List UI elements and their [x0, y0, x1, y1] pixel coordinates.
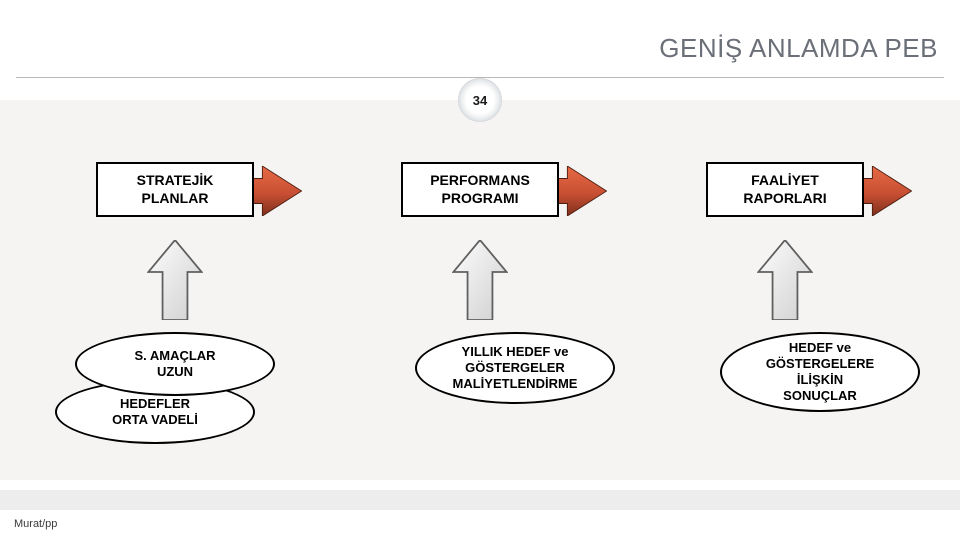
arrow-up-icon	[452, 240, 508, 320]
column-2: PERFORMANSPROGRAMI YILLIK HEDEF veGÖSTER…	[345, 100, 615, 480]
ellipse-label: HEDEFLERORTA VADELİ	[112, 396, 198, 429]
box-label: FAALİYETRAPORLARI	[743, 172, 826, 207]
title-bar: GENİŞ ANLAMDA PEB	[16, 18, 944, 78]
footer-bar	[0, 490, 960, 510]
box-label: STRATEJİKPLANLAR	[137, 172, 214, 207]
page-number: 34	[458, 78, 502, 122]
ellipse-label: S. AMAÇLARUZUN	[134, 348, 215, 381]
box-faaliyet-raporlari: FAALİYETRAPORLARI	[706, 162, 864, 217]
ellipse-label: YILLIK HEDEF veGÖSTERGELERMALİYETLENDİRM…	[453, 344, 578, 393]
box-label: PERFORMANSPROGRAMI	[430, 172, 530, 207]
ellipse-label: HEDEF veGÖSTERGELEREİLİŞKİNSONUÇLAR	[766, 340, 874, 405]
arrow-up-icon	[757, 240, 813, 320]
column-3: FAALİYETRAPORLARI HEDEF veGÖSTERGELEREİL…	[650, 100, 920, 480]
ellipse-yillik-hedef: YILLIK HEDEF veGÖSTERGELERMALİYETLENDİRM…	[415, 332, 615, 404]
column-1: STRATEJİKPLANLAR HEDEFLERORTA VADELİ	[40, 100, 310, 480]
arrow-up-icon	[147, 240, 203, 320]
content-band: STRATEJİKPLANLAR HEDEFLERORTA VADELİ	[0, 100, 960, 480]
box-stratejik-planlar: STRATEJİKPLANLAR	[96, 162, 254, 217]
up-arrow-1	[147, 240, 203, 320]
page-number-badge: 34	[458, 78, 502, 122]
box-performans-programi: PERFORMANSPROGRAMI	[401, 162, 559, 217]
ellipse-stack-1: HEDEFLERORTA VADELİ S. AMAÇLARUZUN	[65, 332, 285, 462]
ellipse-s-amaclar-uzun: S. AMAÇLARUZUN	[75, 332, 275, 396]
ellipse-hedef-sonuclar: HEDEF veGÖSTERGELEREİLİŞKİNSONUÇLAR	[720, 332, 920, 412]
page-title: GENİŞ ANLAMDA PEB	[659, 33, 944, 64]
up-arrow-2	[452, 240, 508, 320]
up-arrow-3	[757, 240, 813, 320]
footer-text: Murat/pp	[14, 518, 57, 530]
